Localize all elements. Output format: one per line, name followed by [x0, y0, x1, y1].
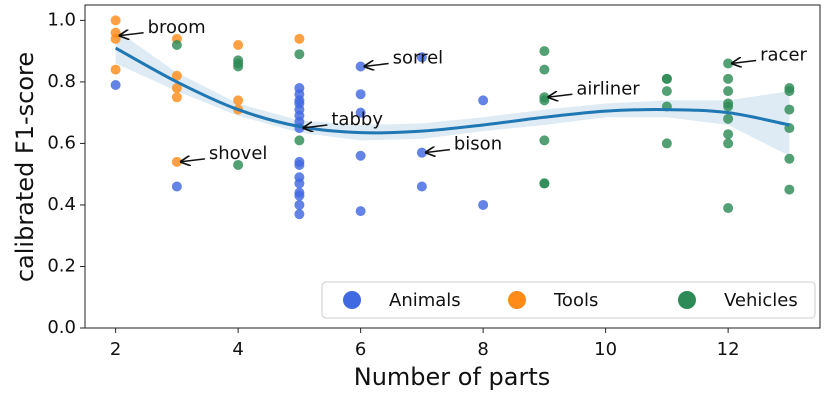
x-tick-label: 2 [110, 339, 121, 360]
scatter-point [355, 150, 366, 161]
scatter-point [171, 83, 182, 94]
confidence-band [115, 29, 790, 156]
scatter-point [233, 39, 244, 50]
scatter-point [661, 73, 672, 84]
scatter-point [171, 39, 182, 50]
annotation-label: sorrel [393, 48, 444, 69]
scatter-point [294, 159, 305, 170]
legend-marker [343, 291, 361, 309]
scatter-point [294, 190, 305, 201]
x-tick-label: 10 [594, 339, 617, 360]
legend-label: Tools [553, 290, 598, 311]
annotation-label: tabby [331, 109, 383, 130]
x-tick-label: 8 [477, 339, 488, 360]
scatter-point [355, 107, 366, 118]
scatter-point [110, 64, 121, 75]
legend-marker [508, 291, 526, 309]
y-tick-label: 1.0 [47, 9, 76, 30]
annotation-label: racer [760, 44, 807, 65]
annotation-label: bison [454, 134, 502, 155]
scatter-point [355, 206, 366, 217]
x-tick-label: 12 [717, 339, 740, 360]
annotation-arrow [302, 125, 328, 128]
x-tick-label: 6 [355, 339, 366, 360]
annotation-label: airliner [576, 78, 640, 99]
scatter-point [171, 70, 182, 81]
y-tick-label: 0.8 [47, 71, 76, 92]
fit-line [114, 46, 790, 135]
legend-box [321, 281, 816, 319]
legend-marker [678, 291, 696, 309]
scatter-point [416, 52, 427, 63]
scatter-point [294, 199, 305, 210]
scatter-point [233, 61, 244, 72]
scatter-point [539, 64, 550, 75]
scatter-point [539, 178, 550, 189]
y-tick-label: 0.4 [47, 194, 76, 215]
scatter-point [355, 89, 366, 100]
scatter-point [294, 33, 305, 44]
scatter-point [171, 92, 182, 103]
scatter-point [784, 184, 795, 195]
scatter-point [171, 181, 182, 192]
legend: Animals Tools Vehicles [321, 281, 816, 319]
scatter-point [723, 203, 734, 214]
scatter-point [539, 135, 550, 146]
annotation-arrow [731, 60, 757, 63]
scatter-point [478, 95, 489, 106]
y-tick-label: 0.0 [47, 317, 76, 338]
scatter-point [723, 113, 734, 124]
scatter-point [294, 49, 305, 60]
y-tick-label: 0.2 [47, 255, 76, 276]
legend-label: Vehicles [724, 290, 798, 311]
scatter-point [784, 153, 795, 164]
scatter-point [784, 104, 795, 115]
scatter-point [294, 178, 305, 189]
scatter-point [110, 79, 121, 90]
scatter-point [661, 138, 672, 149]
annotation-arrow [547, 94, 573, 97]
x-tick-label: 4 [232, 339, 243, 360]
scatter-point [478, 199, 489, 210]
annotation-arrow [364, 64, 389, 67]
scatter-point [723, 86, 734, 97]
scatter-point [784, 86, 795, 97]
scatter-point [723, 101, 734, 112]
scatter-point [723, 73, 734, 84]
scatter-point [723, 129, 734, 140]
x-axis-label: Number of parts [354, 363, 551, 391]
scatter-point [539, 46, 550, 57]
scatter-point [233, 159, 244, 170]
legend-label: Animals [389, 290, 461, 311]
annotation-label: shovel [209, 143, 268, 164]
scatter-point [110, 15, 121, 26]
scatter-point [294, 209, 305, 220]
scatter-point [416, 181, 427, 192]
plot-frame [84, 4, 821, 329]
annotation-arrow [425, 150, 450, 153]
scatter-point [661, 86, 672, 97]
y-axis-label: calibrated F1-score [11, 52, 39, 282]
scatter-point [294, 135, 305, 146]
scatter-point [723, 138, 734, 149]
annotation-arrow [180, 159, 205, 162]
annotation-arrow [119, 33, 144, 36]
y-tick-label: 0.6 [47, 132, 76, 153]
annotation-label: broom [148, 17, 206, 38]
scatter-point [233, 95, 244, 106]
